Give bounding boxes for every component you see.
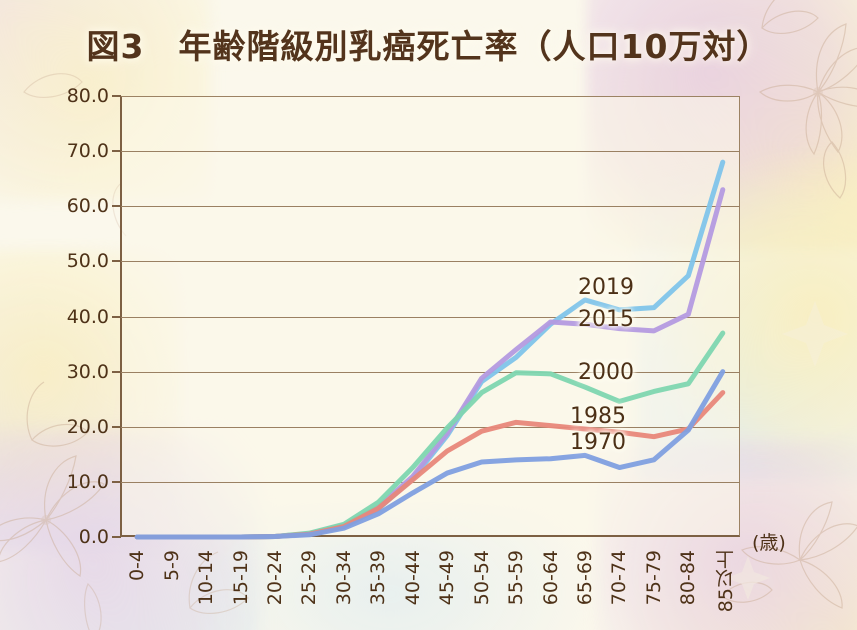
x-axis-tick-label: 75-79 [642, 550, 665, 606]
series-label-2000: 2000 [578, 360, 634, 385]
y-axis-tick-mark [112, 425, 121, 428]
x-axis-tick-label: 10-14 [195, 550, 218, 606]
x-axis-tick-label: 55-59 [505, 550, 528, 606]
y-axis-tick-label: 0.0 [78, 526, 109, 548]
y-axis-tick-label: 30.0 [66, 360, 109, 383]
y-axis-tick-mark [112, 205, 121, 208]
x-axis-unit-label: (歳) [752, 532, 786, 554]
y-axis-tick-mark [112, 150, 121, 153]
series-label-2019: 2019 [578, 275, 634, 300]
x-axis-tick-label: 40-44 [401, 550, 424, 606]
gridline [120, 151, 740, 153]
y-axis-tick-mark [112, 480, 121, 483]
y-axis-tick-label: 70.0 [66, 140, 109, 163]
x-axis-tick-label: 25-29 [298, 550, 321, 606]
y-axis-tick-label: 50.0 [66, 250, 109, 273]
y-axis-tick-label: 20.0 [66, 415, 109, 438]
y-axis-tick-label: 60.0 [66, 195, 109, 218]
gridline [120, 206, 740, 208]
x-axis-tick-label: 70-74 [608, 550, 631, 606]
x-axis-tick-label: 30-34 [332, 550, 355, 606]
series-label-1985: 1985 [570, 404, 626, 429]
series-label-1970: 1970 [570, 430, 626, 455]
x-axis-tick-label: 85以上 [714, 550, 737, 613]
y-axis-tick-label: 40.0 [66, 305, 109, 328]
x-axis-tick-label: 80-84 [677, 550, 700, 606]
y-axis-tick-label: 80.0 [66, 85, 109, 107]
y-axis-tick-mark [112, 315, 121, 318]
x-axis-tick-label: 45-49 [436, 550, 459, 606]
chart-title: 図3 年齢階級別乳癌死亡率（人口10万対） [86, 27, 771, 66]
x-axis-tick-label: 65-69 [574, 550, 596, 606]
x-axis-tick-label: 20-24 [264, 550, 286, 606]
x-axis-tick-label: 0-4 [126, 550, 149, 582]
gridline [120, 371, 740, 373]
series-lines [134, 159, 726, 540]
y-axis-tick-label: 10.0 [66, 470, 109, 493]
gridline [120, 426, 740, 428]
series-label-2015: 2015 [578, 307, 634, 332]
gridline [120, 316, 740, 318]
y-axis-tick-mark [112, 370, 121, 373]
gridline [120, 261, 740, 263]
y-axis-tick-mark [112, 536, 121, 538]
x-axis-tick-label: 35-39 [367, 550, 390, 606]
x-axis-tick-label: 60-64 [539, 550, 562, 606]
y-axis-tick-mark [112, 260, 121, 263]
x-axis-tick-label: 5-9 [160, 550, 183, 582]
x-axis-tick-label: 15-19 [229, 550, 252, 606]
x-axis-tick-label: 50-54 [470, 550, 493, 606]
y-axis-tick-mark [112, 95, 121, 97]
